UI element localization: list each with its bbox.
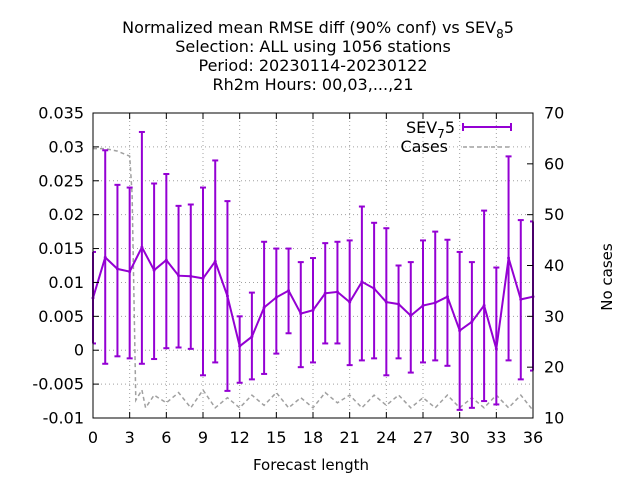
x-tick-label: 0 [88, 428, 98, 447]
sev75-point [323, 291, 327, 295]
y2-tick-label: 10 [544, 409, 564, 428]
sev75-point [274, 295, 278, 299]
errorbar [114, 183, 121, 358]
sev75-point [348, 300, 352, 304]
x-axis-label: Forecast length [253, 456, 369, 474]
y2-axis-label: No cases [598, 243, 616, 311]
x-tick-label: 6 [161, 428, 171, 447]
sev75-point [470, 320, 474, 324]
y2-tick-label: 20 [544, 358, 564, 377]
sev75-point [238, 344, 242, 348]
sev75-point [140, 245, 144, 249]
y-tick-label: 0.015 [38, 239, 84, 258]
chart-title-line-1: Normalized mean RMSE diff (90% conf) vs … [122, 18, 514, 41]
errorbar [236, 315, 243, 384]
sev75-point [225, 294, 229, 298]
y-tick-label: 0.02 [48, 205, 84, 224]
sev75-point [177, 274, 181, 278]
x-tick-label: 18 [303, 428, 323, 447]
sev75-point [384, 300, 388, 304]
errorbar [420, 239, 426, 364]
sev75-point [201, 276, 205, 280]
chart-title-line-3: Period: 20230114-20230122 [198, 56, 427, 75]
y-tick-label: 0.035 [38, 104, 84, 123]
sev75-point [409, 314, 413, 318]
x-tick-label: 27 [413, 428, 433, 447]
errorbar [395, 264, 402, 360]
sev75-point [482, 303, 486, 307]
x-tick-label: 21 [339, 428, 359, 447]
chart-title-line-4: Rh2m Hours: 00,03,...,21 [212, 75, 413, 94]
errorbar [493, 266, 500, 406]
errorbar [200, 186, 206, 377]
x-tick-label: 9 [198, 428, 208, 447]
series-layer [91, 130, 535, 411]
sev75-point [103, 255, 107, 259]
y-tick-label: 0 [74, 341, 84, 360]
sev75-point [421, 303, 425, 307]
x-tick-label: 15 [266, 428, 286, 447]
sev75-point [213, 259, 217, 263]
chart-title: Normalized mean RMSE diff (90% conf) vs … [122, 18, 514, 94]
errorbar [432, 230, 439, 362]
sev75-point [152, 268, 156, 272]
legend-swatch-sev75 [462, 123, 512, 131]
y-tick-label: 0.005 [38, 307, 84, 326]
sev75-point [189, 274, 193, 278]
sev75-point [494, 347, 498, 351]
legend-label-cases: Cases [401, 137, 449, 156]
sev75-point [115, 267, 119, 271]
y-tick-label: 0.025 [38, 171, 84, 190]
axis-ticks: 0 3 6 9 12 15 18 21 24 27 30 33 36-0.01-0.00500.0050… [32, 104, 564, 448]
y-tick-label: -0.005 [32, 375, 84, 394]
errorbar [468, 261, 475, 409]
sev75-point [299, 312, 303, 316]
x-tick-label: 12 [229, 428, 249, 447]
legend: SEV75 Cases [401, 118, 512, 156]
errorbar [444, 238, 451, 367]
sev75-point [397, 302, 401, 306]
chart-title-line-2: Selection: ALL using 1056 stations [175, 37, 451, 56]
sev75-point [507, 256, 511, 260]
y2-tick-label: 30 [544, 307, 564, 326]
x-tick-label: 36 [523, 428, 543, 447]
sev75-point [335, 290, 339, 294]
sev75-point [311, 308, 315, 312]
sev75-point [250, 335, 254, 339]
y2-tick-label: 40 [544, 256, 564, 275]
sev75-point [287, 289, 291, 293]
sev75-point [433, 301, 437, 305]
sev75-point [164, 258, 168, 262]
errorbar [273, 247, 280, 355]
y2-tick-label: 50 [544, 205, 564, 224]
y-tick-label: 0.03 [48, 137, 84, 156]
y2-tick-label: 60 [544, 154, 564, 173]
cases-layer [93, 147, 534, 411]
sev75-point [372, 287, 376, 291]
y-tick-label: -0.01 [43, 409, 84, 428]
x-tick-label: 30 [449, 428, 469, 447]
sev75-point [519, 297, 523, 301]
legend-label-sev75: SEV75 [406, 118, 455, 141]
sev75-point [262, 306, 266, 310]
sev75-point [128, 270, 132, 274]
y2-tick-label: 70 [544, 104, 564, 123]
errorbar [371, 221, 378, 360]
cases-line [93, 147, 534, 411]
sev75-point [458, 329, 462, 333]
x-tick-label: 3 [125, 428, 135, 447]
x-tick-label: 24 [376, 428, 396, 447]
sev75-point [445, 295, 449, 299]
sev75-point [360, 280, 364, 284]
x-tick-label: 33 [486, 428, 506, 447]
y-tick-label: 0.01 [48, 273, 84, 292]
errorbar [407, 261, 414, 374]
